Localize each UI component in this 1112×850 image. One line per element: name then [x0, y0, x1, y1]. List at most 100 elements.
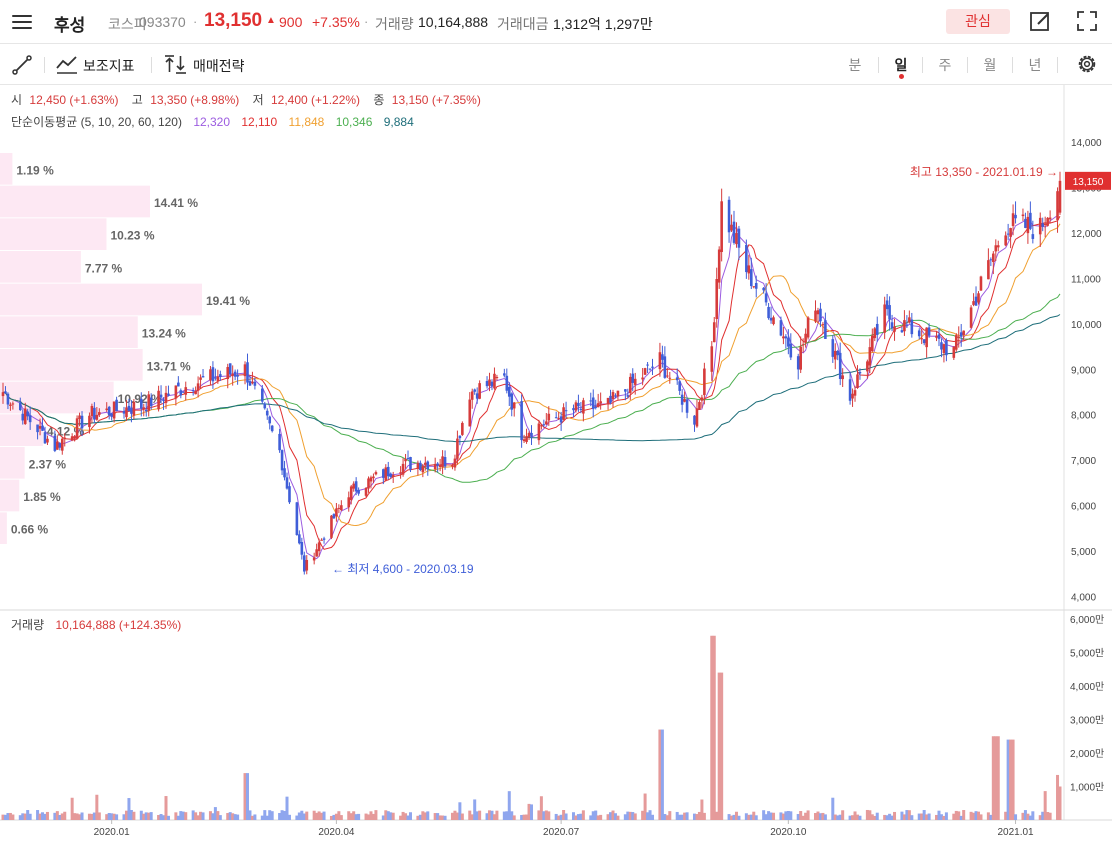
volume-bar	[1026, 813, 1030, 820]
volume-bar	[779, 812, 783, 820]
volume-bar	[490, 810, 494, 820]
volume-bar	[554, 813, 558, 820]
candle-body	[562, 407, 565, 420]
volume-bar	[438, 815, 442, 820]
volume-bar	[1038, 815, 1042, 820]
candle-body	[43, 432, 47, 444]
volume-bar	[925, 814, 929, 820]
strategy-icon[interactable]	[164, 54, 188, 76]
volume-bar	[917, 813, 921, 820]
candle-body	[409, 457, 412, 470]
period-month[interactable]: 월	[983, 57, 997, 73]
candle-body	[443, 457, 447, 467]
menu-icon[interactable]	[12, 12, 32, 30]
candle-body	[564, 410, 568, 412]
volume-bar	[381, 815, 385, 820]
strategy-button[interactable]: 매매전략	[193, 58, 245, 74]
current-price-tag	[1065, 171, 1111, 190]
volume-bar	[97, 812, 101, 820]
ma60-value: 10,346	[335, 115, 373, 129]
volume-bar	[450, 812, 454, 820]
candle-body	[73, 436, 76, 439]
volume-bar	[814, 813, 818, 820]
volume-bar	[337, 811, 341, 820]
volume-bar	[685, 812, 689, 820]
candle-body	[853, 390, 857, 396]
period-week[interactable]: 주	[938, 57, 952, 73]
candle-body	[399, 472, 402, 474]
volume-bar	[473, 799, 477, 820]
volume-bar	[265, 815, 269, 820]
volume-bar	[43, 813, 47, 820]
candle-body	[505, 375, 509, 391]
fullscreen-icon[interactable]	[1076, 10, 1098, 32]
volume-bar	[441, 815, 445, 820]
candle-body	[1046, 217, 1049, 226]
candle-body	[819, 308, 822, 322]
volume-bar	[1048, 812, 1052, 820]
period-day[interactable]: 일	[894, 57, 908, 73]
candle-body	[512, 402, 516, 409]
candle-body	[95, 414, 99, 420]
draw-line-icon[interactable]	[12, 55, 32, 75]
ma120-value: 9,884	[383, 115, 414, 129]
price-tick-label: 14,000	[1071, 138, 1102, 149]
volume-bar	[781, 813, 785, 820]
volume-bar	[1006, 739, 1010, 820]
volume-bar	[651, 814, 655, 820]
candle-body	[18, 402, 22, 411]
volume-bar	[730, 815, 734, 820]
volume-bar	[720, 672, 724, 820]
candle-body	[312, 557, 316, 561]
candle-body	[468, 399, 472, 427]
volume-tick-label: 5,000만	[1070, 648, 1104, 660]
candle-body	[11, 403, 15, 405]
indicator-icon[interactable]	[56, 55, 78, 75]
candle-body	[764, 293, 768, 303]
candle-body	[453, 458, 457, 468]
amount-value: 1,312억 1,297만	[553, 16, 653, 32]
volume-bar	[201, 812, 205, 820]
candle-body	[406, 457, 410, 459]
candle-body	[488, 379, 491, 386]
volume-bar	[1028, 815, 1032, 820]
candle-body	[920, 338, 924, 340]
period-minute[interactable]: 분	[848, 57, 862, 73]
volume-bar	[823, 814, 827, 820]
volume-bar	[643, 793, 647, 820]
candle-body	[922, 339, 926, 344]
candle-body	[1058, 180, 1062, 213]
edit-icon[interactable]	[1029, 10, 1051, 32]
volume-bar	[268, 810, 272, 820]
candle-body	[579, 408, 583, 410]
candle-body	[421, 466, 425, 473]
favorite-button[interactable]: 관심	[946, 9, 1010, 34]
candle-body	[330, 515, 333, 538]
stock-chart[interactable]: 14,00013,00012,00011,00010,0009,0008,000…	[0, 85, 1112, 850]
candle-body	[75, 418, 79, 439]
gear-icon[interactable]	[1076, 53, 1098, 75]
candle-body	[685, 399, 689, 413]
candle-body	[164, 392, 168, 403]
volume-bar	[401, 811, 405, 820]
price-tick-label: 6,000	[1071, 502, 1096, 513]
candle-body	[473, 389, 476, 392]
volume-bar	[8, 812, 12, 820]
volume-bar	[492, 814, 496, 820]
volume-bar	[391, 812, 395, 820]
volume-bar	[905, 810, 909, 820]
candle-body	[720, 201, 723, 253]
volume-profile-bar	[0, 153, 13, 185]
volume-bar	[278, 812, 282, 820]
candle-body	[300, 541, 304, 555]
candle-body	[162, 399, 165, 401]
candle-body	[900, 330, 904, 333]
high-annotation: 최고 13,350 - 2021.01.19 →	[910, 165, 1058, 179]
ma5-line	[2, 206, 1061, 560]
period-year[interactable]: 년	[1028, 57, 1042, 73]
volume-profile-label: 14.41 %	[154, 196, 198, 210]
candle-body	[735, 233, 738, 245]
volume-profile-bar	[0, 447, 25, 479]
indicator-button[interactable]: 보조지표	[83, 58, 135, 74]
header-bar: 후성 코스피 093370 · 13,150 ▲ 900 +7.35% · 거래…	[0, 0, 1112, 44]
